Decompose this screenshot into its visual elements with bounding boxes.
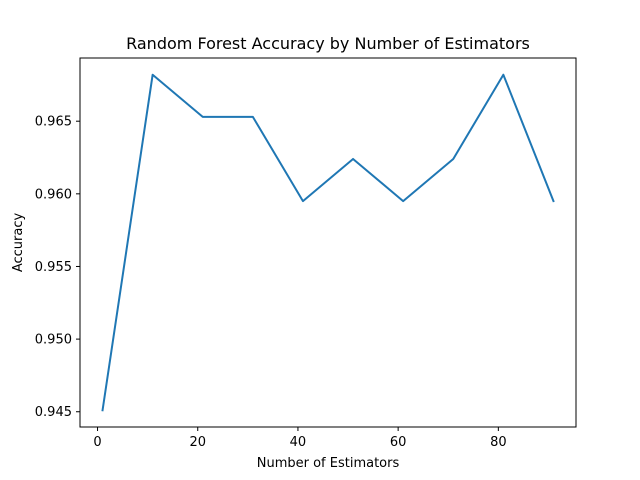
x-tick-label: 40 [290, 435, 307, 450]
plot-area [101, 73, 555, 412]
x-tick-label: 20 [189, 435, 206, 450]
x-tick-label: 80 [490, 435, 507, 450]
y-tick-label: 0.955 [35, 260, 72, 275]
y-tick-label: 0.960 [35, 187, 72, 202]
x-axis-title: Number of Estimators [257, 456, 400, 471]
y-axis-ticks: 0.945 0.950 0.955 0.960 0.965 [35, 115, 80, 420]
x-axis-ticks: 0 20 40 60 80 [93, 427, 507, 450]
axes-frame [79, 57, 577, 428]
series-line-0 [101, 73, 555, 412]
x-tick-label: 60 [390, 435, 407, 450]
y-tick-label: 0.945 [35, 405, 72, 420]
x-tick-label: 0 [93, 435, 101, 450]
y-tick-label: 0.965 [35, 115, 72, 130]
y-axis-title: Accuracy [11, 213, 26, 273]
chart-title: Random Forest Accuracy by Number of Esti… [126, 34, 530, 53]
y-tick-label: 0.950 [35, 333, 72, 348]
